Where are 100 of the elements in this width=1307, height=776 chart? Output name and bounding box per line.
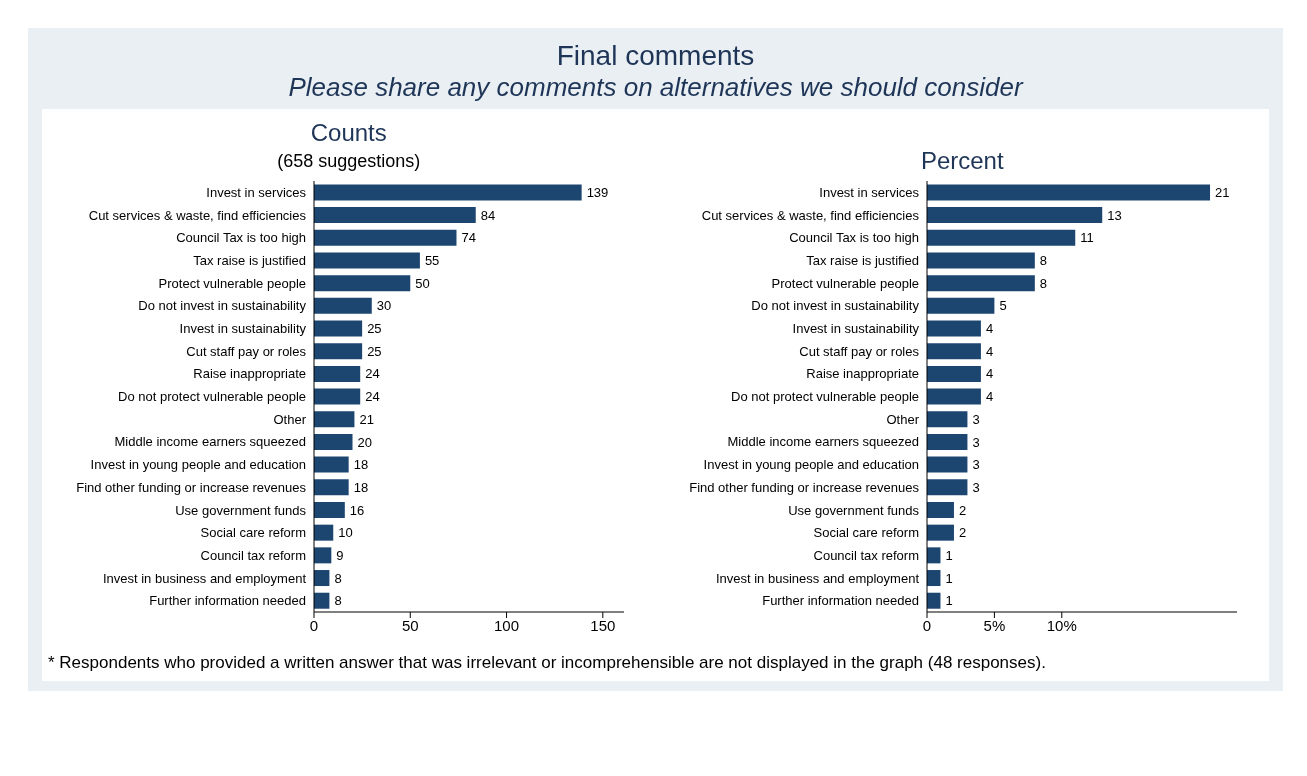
bar bbox=[313, 570, 330, 587]
data-label: 18 bbox=[353, 479, 368, 495]
data-label: 3 bbox=[972, 457, 980, 473]
bar bbox=[313, 479, 349, 496]
x-tick-label: 5% bbox=[983, 616, 1006, 634]
bar bbox=[313, 411, 355, 428]
bar bbox=[313, 501, 345, 518]
y-tick-label: Use government funds bbox=[788, 502, 920, 518]
chart-title: Percent bbox=[919, 147, 1005, 175]
data-label: 13 bbox=[1107, 207, 1122, 223]
bar bbox=[927, 433, 968, 450]
bar bbox=[313, 343, 362, 360]
data-label: 84 bbox=[480, 207, 495, 223]
data-label: 8 bbox=[1040, 275, 1048, 291]
data-label: 20 bbox=[357, 434, 372, 450]
y-tick-label: Further information needed bbox=[148, 593, 306, 609]
bar bbox=[313, 320, 362, 337]
bar bbox=[927, 343, 982, 360]
data-label: 4 bbox=[986, 389, 994, 405]
bar bbox=[927, 388, 982, 405]
y-tick-label: Do not protect vulnerable people bbox=[731, 389, 920, 405]
y-tick-label: Council tax reform bbox=[200, 547, 306, 563]
y-tick-label: Middle income earners squeezed bbox=[727, 434, 920, 450]
data-label: 10 bbox=[338, 525, 353, 541]
y-tick-label: Social care reform bbox=[200, 525, 306, 541]
bar bbox=[927, 320, 982, 337]
bar bbox=[313, 547, 332, 564]
data-label: 8 bbox=[1040, 253, 1048, 269]
y-tick-label: Invest in services bbox=[819, 184, 920, 200]
data-label: 4 bbox=[986, 321, 994, 337]
y-tick-label: Raise inappropriate bbox=[193, 366, 306, 382]
y-tick-label: Tax raise is justified bbox=[193, 253, 306, 269]
y-tick-label: Use government funds bbox=[174, 502, 307, 518]
chart-title: Counts bbox=[309, 119, 388, 147]
y-tick-label: Protect vulnerable people bbox=[158, 275, 306, 291]
bar bbox=[313, 229, 457, 246]
data-label: 4 bbox=[986, 343, 994, 359]
bar bbox=[313, 275, 411, 292]
data-label: 16 bbox=[349, 502, 365, 518]
bar bbox=[313, 592, 330, 609]
data-label: 55 bbox=[424, 253, 440, 269]
x-tick-label: 100 bbox=[493, 616, 519, 634]
data-label: 4 bbox=[986, 366, 994, 382]
y-tick-label: Invest in business and employment bbox=[716, 570, 920, 586]
bar bbox=[927, 411, 968, 428]
y-tick-label: Cut staff pay or roles bbox=[799, 343, 920, 359]
data-label: 1 bbox=[945, 593, 953, 609]
bar bbox=[927, 207, 1103, 224]
y-tick-label: Council Tax is too high bbox=[175, 230, 306, 246]
y-tick-label: Social care reform bbox=[813, 525, 920, 541]
data-label: 30 bbox=[376, 298, 391, 314]
data-label: 18 bbox=[353, 457, 368, 473]
y-tick-label: Invest in sustainability bbox=[792, 321, 920, 337]
y-tick-label: Raise inappropriate bbox=[806, 366, 920, 382]
y-tick-label: Cut services & waste, find efficiencies bbox=[88, 207, 307, 223]
data-label: 3 bbox=[972, 434, 980, 450]
y-tick-label: Invest in young people and education bbox=[90, 457, 306, 473]
bar bbox=[927, 252, 1036, 269]
bar bbox=[927, 501, 955, 518]
y-tick-label: Invest in services bbox=[206, 184, 307, 200]
data-label: 3 bbox=[972, 479, 980, 495]
text: Please share any comments on alternatives we should consider bbox=[287, 72, 1025, 103]
y-tick-label: Invest in sustainability bbox=[179, 321, 307, 337]
bar bbox=[927, 275, 1036, 292]
bar bbox=[313, 524, 333, 541]
y-tick-label: Other bbox=[886, 411, 920, 427]
y-tick-label: Other bbox=[273, 411, 307, 427]
y-tick-label: Cut services & waste, find efficiencies bbox=[702, 207, 920, 223]
bar bbox=[927, 229, 1076, 246]
x-tick-label: 0 bbox=[923, 616, 932, 634]
data-label: 11 bbox=[1080, 230, 1095, 246]
data-label: 1 bbox=[945, 570, 953, 586]
bar bbox=[313, 433, 353, 450]
y-tick-label: Find other funding or increase revenues bbox=[75, 479, 307, 495]
data-label: 50 bbox=[415, 275, 430, 291]
chart-subtitle: (658 suggestions) bbox=[276, 151, 422, 172]
data-label: 24 bbox=[364, 389, 380, 405]
y-tick-label: Further information needed bbox=[762, 593, 920, 609]
data-label: 25 bbox=[366, 343, 382, 359]
y-tick-label: Do not invest in sustainability bbox=[138, 298, 307, 314]
bar bbox=[313, 456, 349, 473]
data-label: 5 bbox=[999, 298, 1007, 314]
bar bbox=[927, 184, 1211, 201]
bar bbox=[927, 524, 955, 541]
data-label: 2 bbox=[959, 525, 967, 541]
data-label: 8 bbox=[334, 593, 342, 609]
bar bbox=[927, 365, 982, 382]
bar bbox=[313, 365, 360, 382]
y-tick-label: Invest in business and employment bbox=[102, 570, 307, 586]
y-tick-label: Tax raise is justified bbox=[806, 253, 920, 269]
data-label: 3 bbox=[972, 411, 980, 427]
data-label: 139 bbox=[586, 185, 609, 201]
text: * Respondents who provided a written answer that was irrelevant or incomprehensible are not displayed in the graph (48 responses). bbox=[47, 653, 1047, 673]
bar bbox=[313, 184, 582, 201]
text: Final comments bbox=[555, 40, 756, 72]
x-tick-label: 10% bbox=[1047, 616, 1078, 634]
x-tick-label: 50 bbox=[401, 616, 419, 634]
bar bbox=[313, 297, 372, 314]
data-label: 1 bbox=[945, 547, 953, 563]
data-label: 25 bbox=[366, 321, 382, 337]
